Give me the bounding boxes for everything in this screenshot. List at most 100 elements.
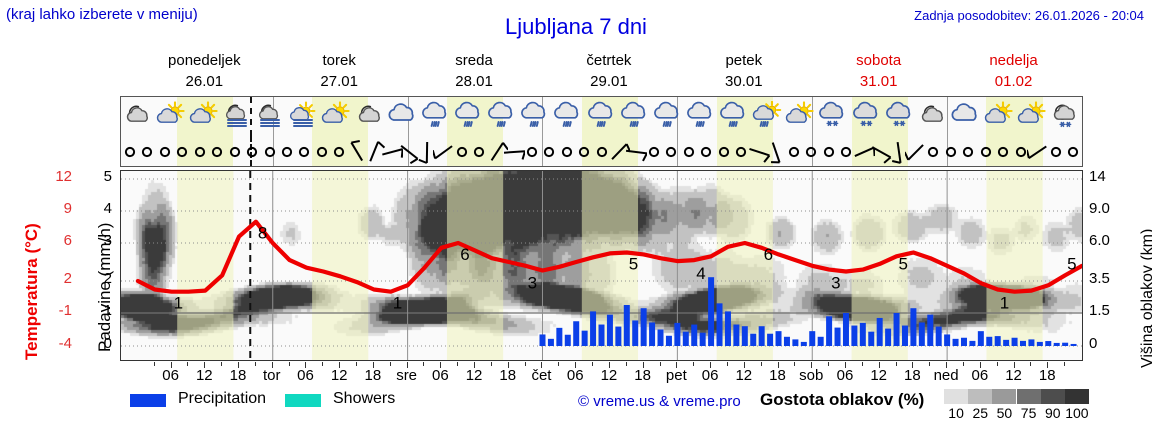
cloud-density-ramp-label: 100 — [1065, 405, 1089, 421]
day-separator — [812, 97, 814, 136]
precipitation-bar — [826, 316, 833, 346]
wind-calm-icon — [142, 146, 153, 158]
time-minor-tick — [895, 362, 897, 366]
time-minor-tick — [524, 362, 526, 366]
day-separator — [947, 97, 949, 136]
time-tick — [440, 362, 442, 368]
precipitation-bar — [1011, 337, 1018, 346]
cloud-rain-icon — [719, 101, 749, 131]
precipitation-bar — [977, 331, 984, 346]
cloud-density-ramp-cell — [968, 389, 993, 404]
temperature-tick-label: 2 — [63, 270, 72, 287]
time-minor-tick — [659, 362, 661, 366]
time-minor-tick — [389, 362, 391, 366]
time-tick — [676, 362, 678, 368]
wind-calm-icon — [963, 146, 974, 158]
precipitation-bar — [573, 321, 580, 346]
day-header-row: ponedeljek 26.01 torek 27.01 sreda 28.01 četrt… — [120, 50, 1083, 94]
precipitation-bar — [986, 336, 993, 346]
cloud-density-ramp: 10 25 50 75 90 100 — [944, 389, 1089, 421]
precipitation-bar — [682, 331, 689, 346]
precipitation-bar — [868, 331, 875, 346]
time-tick-label: ned — [933, 367, 959, 384]
precipitation-bar — [859, 322, 866, 346]
precipitation-bar — [539, 334, 546, 346]
time-minor-tick — [457, 362, 459, 366]
time-minor-tick — [625, 362, 627, 366]
wind-barb-icon — [350, 140, 363, 162]
temperature-label: 3 — [831, 274, 840, 293]
temperature-label: 5 — [899, 255, 908, 274]
time-tick — [339, 362, 341, 368]
time-tick — [811, 362, 813, 368]
cloud-density-ramp-label: 10 — [948, 405, 964, 421]
time-minor-tick — [423, 362, 425, 366]
cloud-density-ramp-label: 25 — [972, 405, 989, 421]
wind-calm-icon — [666, 146, 677, 158]
time-tick — [608, 362, 610, 368]
cloud-density-ramp-label: 75 — [1020, 405, 1037, 421]
time-tick — [372, 362, 374, 368]
time-tick — [474, 362, 476, 368]
time-tick-label: 06 — [297, 367, 314, 384]
showers-legend-label: Showers — [333, 390, 396, 407]
cloud-height-tick-label: 3.5 — [1089, 270, 1110, 287]
precipitation-tick-label: 0 — [103, 335, 112, 352]
precipitation-bar — [564, 334, 571, 346]
moon-cloud-icon — [918, 101, 948, 131]
precipitation-bar — [918, 322, 925, 346]
time-tick-label: 12 — [330, 367, 348, 384]
temperature-label: 8 — [258, 224, 267, 243]
precipitation-bar — [994, 336, 1001, 346]
cloud-height-tick-label: 1.5 — [1089, 302, 1110, 319]
wind-calm-icon — [229, 146, 240, 158]
sun-cloud-icon — [156, 101, 186, 131]
sun-cloud-icon — [1017, 101, 1047, 131]
precipitation-bar — [750, 333, 757, 346]
time-minor-tick — [1030, 362, 1032, 366]
precipitation-bar — [708, 277, 715, 346]
time-tick-label: 18 — [1038, 367, 1056, 384]
wind-calm-icon — [788, 146, 799, 158]
cloud-density-ramp-cell — [944, 389, 969, 404]
cloud-rain-icon — [520, 101, 550, 131]
temperature-label: 4 — [696, 264, 705, 283]
cloud-rain-icon — [454, 101, 484, 131]
time-tick — [979, 362, 981, 368]
day-separator — [677, 136, 679, 166]
time-minor-tick — [861, 362, 863, 366]
day-date: 29.01 — [590, 73, 628, 90]
precipitation-tick-label: 2 — [103, 270, 112, 287]
time-minor-tick — [828, 362, 830, 366]
wind-barb-icon — [433, 145, 453, 160]
precipitation-bar — [1036, 341, 1043, 346]
wind-barb-icon — [748, 147, 770, 163]
cloud-rain-icon — [653, 101, 683, 131]
weather-icon-strip — [120, 96, 1083, 136]
time-tick-label: 12 — [1005, 367, 1022, 384]
time-tick — [575, 362, 577, 368]
day-date: 31.01 — [859, 73, 898, 90]
precipitation-bar — [657, 329, 664, 346]
time-tick — [507, 362, 509, 368]
precipitation-tick-label: 3 — [103, 232, 112, 249]
cloud-rain-icon — [620, 101, 650, 131]
time-tick — [844, 362, 846, 368]
precipitation-bar — [876, 317, 883, 346]
time-tick-label: čet — [531, 367, 552, 384]
precipitation-bar — [547, 338, 554, 346]
wind-calm-icon — [543, 146, 555, 158]
time-tick — [642, 362, 644, 368]
cloud-snow-icon — [852, 101, 882, 131]
temperature-label: 5 — [629, 255, 638, 274]
temperature-label: 1 — [393, 294, 402, 313]
wind-barb-icon — [418, 141, 428, 164]
wind-calm-icon — [474, 146, 485, 158]
last-update-label: Zadnja posodobitev: 26.01.2026 - 20:04 — [914, 8, 1144, 23]
copyright-label[interactable]: © vreme.us & vreme.pro — [578, 393, 741, 410]
wind-barb-icon — [771, 142, 781, 164]
cloud-density-ramp-cell — [1016, 389, 1041, 404]
time-tick — [170, 362, 172, 368]
day-name: sobota — [856, 52, 902, 69]
temperature-label: 1 — [1000, 294, 1009, 313]
